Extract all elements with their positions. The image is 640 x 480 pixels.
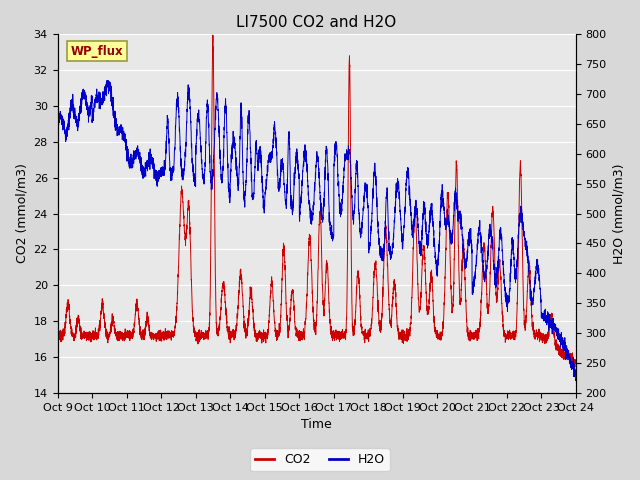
Y-axis label: CO2 (mmol/m3): CO2 (mmol/m3) bbox=[15, 164, 28, 264]
Legend: CO2, H2O: CO2, H2O bbox=[250, 448, 390, 471]
Y-axis label: H2O (mmol/m3): H2O (mmol/m3) bbox=[612, 163, 625, 264]
Title: LI7500 CO2 and H2O: LI7500 CO2 and H2O bbox=[236, 15, 397, 30]
X-axis label: Time: Time bbox=[301, 419, 332, 432]
Text: WP_flux: WP_flux bbox=[70, 45, 123, 58]
